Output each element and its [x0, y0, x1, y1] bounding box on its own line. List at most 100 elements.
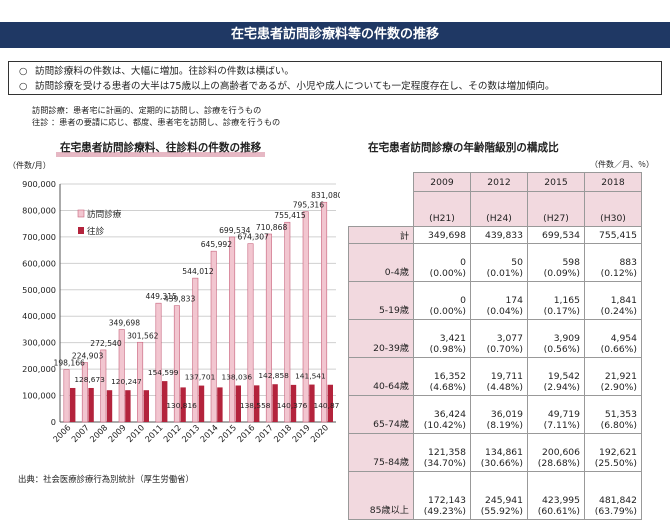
age-group-label: 5-19歳: [348, 281, 414, 320]
summary-line: ○ 訪問診療を受ける患者の大半は75歳以上の高齢者であるが、小児や成人についても一…: [19, 79, 661, 94]
age-count: 174: [505, 295, 523, 306]
age-count: 19,542: [547, 371, 580, 382]
age-cell: 19,542 (2.94%): [527, 357, 585, 396]
age-cell: 883 (0.12%): [584, 243, 642, 282]
total-value: 755,415: [584, 226, 642, 244]
x-tick-label: 2018: [272, 422, 294, 444]
age-percent: (10.42%): [423, 420, 466, 431]
age-percent: (8.19%): [486, 420, 523, 431]
data-label-visit: 755,415: [274, 211, 306, 220]
bar-house-call: [162, 381, 168, 422]
age-count: 36,424: [433, 409, 466, 420]
age-percent: (0.00%): [429, 268, 466, 279]
total-value: 699,534: [527, 226, 585, 244]
data-label-house-call: 137,701: [185, 373, 216, 382]
age-count: 1,841: [610, 295, 637, 306]
age-cell: 172,143 (49.23%): [413, 471, 471, 520]
legend-label-visit: 訪問診療: [87, 208, 122, 220]
source-note: 出典：社会医療診療行為別統計（厚生労働省）: [18, 474, 194, 484]
bar-house-call: [198, 385, 205, 422]
bar-visit: [265, 233, 272, 423]
bar-house-call: [235, 385, 241, 422]
slide: 在宅患者訪問診療料等の件数の推移 ○ 訪問診療料の件数は、大幅に増加。往診料の件数…: [0, 22, 670, 520]
data-label-house-call: 130,816: [166, 401, 197, 410]
data-label-house-call: 138,558: [240, 401, 271, 410]
x-tick-label: 2010: [124, 422, 146, 444]
age-cell: 3,909 (0.56%): [527, 319, 585, 358]
bullet-mark: ○: [19, 81, 28, 92]
bar-visit: [321, 201, 328, 423]
bar-visit: [173, 305, 180, 423]
legend-swatch-house-call: [78, 227, 84, 234]
bar-house-call: [309, 384, 315, 422]
data-label-visit: 544,012: [182, 267, 214, 276]
bar-house-call: [143, 390, 149, 422]
age-count: 192,621: [599, 447, 637, 458]
age-count: 36,019: [490, 409, 523, 420]
era-header: (H27): [527, 191, 585, 227]
bar-house-call: [88, 387, 94, 422]
age-count: 0: [460, 257, 466, 268]
x-tick-label: 2016: [235, 422, 257, 444]
age-percent: (4.48%): [486, 382, 523, 393]
legend-label-house-call: 往診: [87, 225, 105, 237]
age-cell: 1,841 (0.24%): [584, 281, 642, 320]
y-tick-label: 700,000: [22, 232, 56, 242]
total-value: 349,698: [413, 226, 471, 244]
bar-visit: [118, 329, 125, 423]
age-percent: (30.66%): [480, 458, 523, 469]
bar-house-call: [106, 390, 113, 422]
age-cell: 0 (0.00%): [413, 243, 471, 282]
year-header: 2015: [527, 172, 585, 192]
bar-visit: [229, 236, 236, 423]
age-group-label: 65-74歳: [348, 395, 414, 434]
data-label-house-call: 142,858: [258, 371, 289, 380]
bar-house-call: [180, 387, 186, 422]
bar-visit: [247, 243, 254, 423]
data-label-visit: 449,315: [145, 292, 177, 301]
age-percent: (0.24%): [600, 306, 637, 317]
era-header: (H30): [584, 191, 642, 227]
age-count: 481,842: [599, 495, 637, 506]
right-section-title-text: 在宅患者訪問診療の年齢階級別の構成比: [368, 142, 559, 154]
table-row: 0-4歳 0 (0.00%) 50 (0.01%) 598 (0.09%) 883 (0.12%…: [348, 243, 642, 282]
bar-house-call: [125, 390, 131, 422]
age-cell: 1,165 (0.17%): [527, 281, 585, 320]
data-label-visit: 301,562: [127, 331, 159, 340]
bar-house-call: [272, 384, 278, 422]
age-cell: 423,995 (60.61%): [527, 471, 585, 520]
age-percent: (49.23%): [423, 506, 466, 517]
age-percent: (25.50%): [594, 458, 637, 469]
age-percent: (28.68%): [537, 458, 580, 469]
age-group-label: 0-4歳: [348, 243, 414, 282]
bullet-mark: ○: [19, 66, 28, 77]
x-tick-label: 2009: [106, 422, 128, 444]
age-count: 3,077: [496, 333, 523, 344]
age-count: 3,909: [553, 333, 580, 344]
corner-cell: [348, 172, 414, 192]
age-cell: 19,711 (4.48%): [470, 357, 528, 396]
summary-line: ○ 訪問診療料の件数は、大幅に増加。往診料の件数は横ばい。: [19, 64, 661, 79]
age-percent: (0.70%): [486, 344, 523, 355]
age-count: 16,352: [433, 371, 466, 382]
age-percent: (34.70%): [423, 458, 466, 469]
table-row: 85歳以上 172,143 (49.23%) 245,941 (55.92%) 423,9…: [348, 471, 642, 520]
age-count: 172,143: [428, 495, 466, 506]
age-count: 51,353: [604, 409, 637, 420]
table-row: 40-64歳 16,352 (4.68%) 19,711 (4.48%) 19,542 (2…: [348, 357, 642, 396]
age-cell: 3,421 (0.98%): [413, 319, 471, 358]
bar-visit: [284, 221, 291, 423]
age-cell: 121,358 (34.70%): [413, 433, 471, 472]
y-tick-label: 200,000: [22, 364, 56, 374]
y-tick-label: 600,000: [22, 258, 56, 268]
age-cell: 200,606 (28.68%): [527, 433, 585, 472]
age-count: 883: [619, 257, 637, 268]
age-count: 423,995: [542, 495, 580, 506]
data-label-house-call: 140,871: [314, 401, 340, 410]
age-cell: 3,077 (0.70%): [470, 319, 528, 358]
age-percent: (7.11%): [543, 420, 580, 431]
age-cell: 50 (0.01%): [470, 243, 528, 282]
age-cell: 49,719 (7.11%): [527, 395, 585, 434]
right-unit-label: （件数／月、％）: [590, 160, 654, 169]
age-count: 50: [511, 257, 523, 268]
